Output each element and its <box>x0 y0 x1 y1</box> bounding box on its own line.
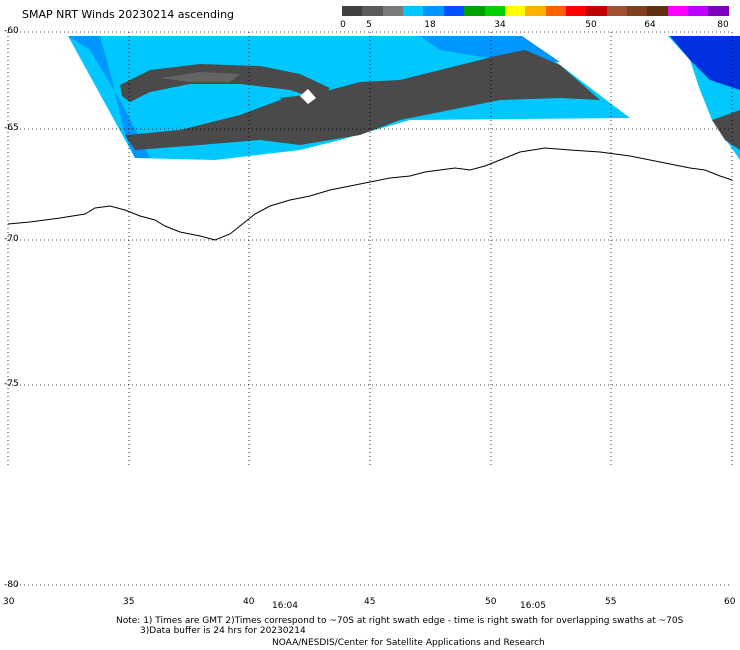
colorbar-segment <box>342 6 363 16</box>
lon-label: 60 <box>724 597 736 607</box>
lat-label: -70 <box>4 234 19 244</box>
colorbar-segment <box>647 6 668 16</box>
lon-label: 55 <box>605 597 617 607</box>
colorbar-segment <box>464 6 485 16</box>
lat-label: -75 <box>4 379 19 389</box>
gray-wind-band-upper <box>120 64 330 102</box>
lon-label: 50 <box>485 597 497 607</box>
colorbar-label: 18 <box>424 20 436 30</box>
colorbar-label: 80 <box>717 20 729 30</box>
colorbar-segment <box>708 6 729 16</box>
lat-label: -80 <box>4 580 19 590</box>
gray-wind-patch <box>160 72 240 82</box>
lat-label: -60 <box>4 26 19 36</box>
lon-label: 45 <box>364 597 376 607</box>
colorbar-label: 34 <box>494 20 506 30</box>
time-label: 16:04 <box>272 601 298 611</box>
wind-speed-colorbar <box>342 6 729 16</box>
colorbar-segment <box>565 6 587 16</box>
swath-left-deepblue <box>68 36 150 158</box>
missing-data-marker <box>300 89 316 104</box>
gray-wind-band-tail <box>280 92 350 115</box>
colorbar-segment <box>688 6 709 16</box>
colorbar-segment <box>362 6 383 16</box>
swath-right-deepblue <box>670 36 740 90</box>
lat-label: -65 <box>4 123 19 133</box>
colorbar-segment <box>586 6 607 16</box>
lon-label: 40 <box>243 597 255 607</box>
footnote-line-2: 3)Data buffer is 24 hrs for 20230214 <box>140 626 306 636</box>
colorbar-segment <box>382 6 404 16</box>
colorbar-segment <box>627 6 648 16</box>
coastline <box>7 147 733 241</box>
colorbar-segment <box>403 6 424 16</box>
swath-right-gray <box>712 110 740 150</box>
colorbar-segment <box>606 6 628 16</box>
colorbar-segment <box>504 6 526 16</box>
colorbar-segment <box>545 6 566 16</box>
gray-wind-band-main <box>125 50 600 150</box>
colorbar-segment <box>423 6 444 16</box>
colorbar-label: 0 <box>340 20 346 30</box>
colorbar-segment <box>484 6 505 16</box>
time-label: 16:05 <box>520 601 546 611</box>
colorbar-segment <box>443 6 465 16</box>
lon-label: 35 <box>123 597 135 607</box>
graticule <box>7 31 733 586</box>
colorbar-label: 5 <box>366 20 372 30</box>
colorbar-label: 64 <box>644 20 656 30</box>
credit-line: NOAA/NESDIS/Center for Satellite Applica… <box>272 638 545 648</box>
colorbar-label: 50 <box>585 20 597 30</box>
colorbar-segment <box>667 6 689 16</box>
footnote-line-1: Note: 1) Times are GMT 2)Times correspon… <box>116 616 684 626</box>
lon-label: 30 <box>3 597 15 607</box>
map-title: SMAP NRT Winds 20230214 ascending <box>22 8 235 21</box>
colorbar-segment <box>525 6 546 16</box>
